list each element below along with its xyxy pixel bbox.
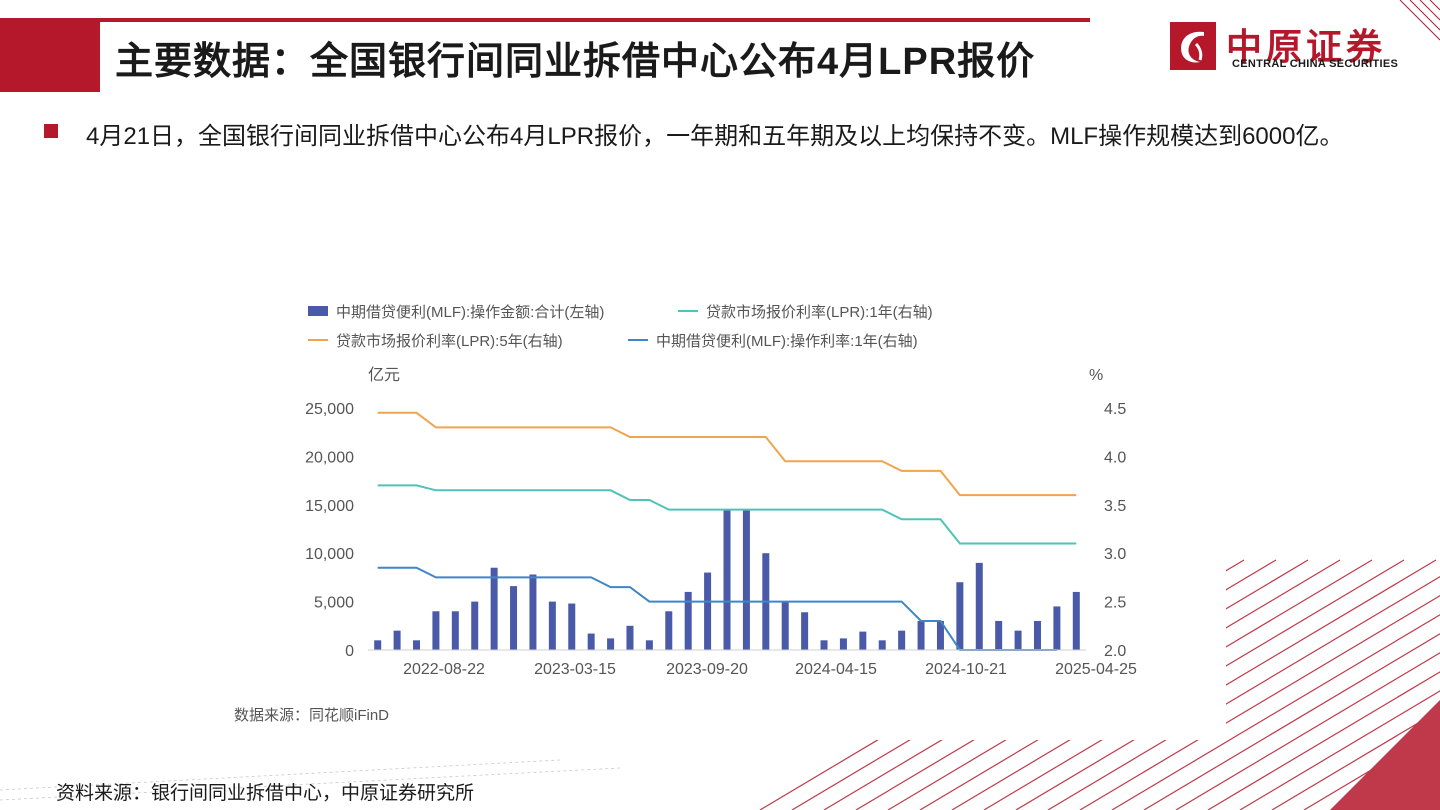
bar [704, 572, 712, 650]
bullet-text: 4月21日，全国银行间同业拆借中心公布4月LPR报价，一年期和五年期及以上均保持… [86, 123, 1344, 150]
rate-lines [377, 411, 1077, 651]
mlf-rate-line [377, 566, 1057, 651]
stripe-line [1207, 671, 1440, 810]
bar [859, 631, 867, 650]
left-tick-label: 15,000 [305, 498, 354, 515]
left-tick-label: 5,000 [314, 595, 354, 612]
bar [723, 509, 731, 650]
right-tick-label: 2.0 [1104, 643, 1126, 660]
bar [801, 612, 809, 650]
bar [684, 591, 692, 650]
logo-english-name: CENTRAL CHINA SECURITIES [1232, 58, 1399, 70]
logo-mark-icon [1170, 22, 1216, 70]
bar [548, 601, 556, 650]
bar [529, 574, 537, 650]
x-tick-label: 2022-08-22 [403, 661, 485, 678]
bar [645, 640, 653, 650]
right-tick-label: 4.0 [1104, 449, 1126, 466]
header-panel [100, 22, 1090, 92]
lpr-1y-line [377, 484, 1077, 545]
bar [626, 625, 634, 650]
bar [820, 640, 828, 650]
bar [917, 620, 925, 650]
right-axis-unit: % [1089, 367, 1103, 384]
stripe-line [1399, 785, 1440, 810]
logo-chinese-name: 中原证券 [1226, 26, 1387, 68]
bar [936, 620, 944, 650]
bar [742, 509, 750, 650]
left-tick-label: 25,000 [305, 401, 354, 418]
stripe-line [1271, 709, 1440, 810]
left-tick-label: 10,000 [305, 546, 354, 563]
corner-decoration [1399, 0, 1440, 41]
right-tick-label: 2.5 [1104, 595, 1126, 612]
right-tick-label: 3.0 [1104, 546, 1126, 563]
x-tick-label: 2024-04-15 [795, 661, 877, 678]
mlf-lpr-chart: 中期借贷便利(MLF):操作金额:合计(左轴) 贷款市场报价利率(LPR):1年(… [234, 304, 1137, 724]
bar [451, 611, 459, 650]
legend-label: 贷款市场报价利率(LPR):5年(右轴) [336, 333, 563, 350]
stripe-line [1335, 747, 1440, 810]
legend-swatch-bar [308, 306, 328, 316]
bar [1072, 591, 1080, 650]
company-logo: 中原证券 CENTRAL CHINA SECURITIES [1170, 20, 1410, 76]
bar [1014, 630, 1022, 650]
bar [587, 633, 595, 650]
x-tick-label: 2025-04-25 [1055, 661, 1137, 678]
bar [432, 611, 440, 650]
bar [490, 567, 498, 650]
corner-triangle [1330, 700, 1440, 810]
right-axis-ticks: 4.5 4.0 3.5 3.0 2.5 2.0 [1104, 401, 1126, 660]
bar [665, 611, 673, 650]
bar [781, 601, 789, 650]
bar [413, 640, 421, 650]
bar [393, 630, 401, 650]
x-tick-label: 2024-10-21 [925, 661, 1007, 678]
lpr-5y-line [377, 411, 1077, 497]
stripe-line [1303, 728, 1440, 810]
bar [839, 638, 847, 650]
left-tick-label: 0 [345, 643, 354, 660]
legend-label: 中期借贷便利(MLF):操作利率:1年(右轴) [656, 333, 918, 350]
left-tick-label: 20,000 [305, 449, 354, 466]
stripe-line [1431, 804, 1440, 810]
legend-label: 贷款市场报价利率(LPR):1年(右轴) [706, 304, 933, 321]
x-axis-ticks: 2022-08-22 2023-03-15 2023-09-20 2024-04-15… [403, 661, 1137, 678]
bar [568, 603, 576, 650]
right-tick-label: 3.5 [1104, 498, 1126, 515]
mlf-amount-bars [374, 509, 1080, 650]
footer-source: 资料来源：银行间同业拆借中心，中原证券研究所 [56, 783, 475, 804]
x-tick-label: 2023-09-20 [666, 661, 748, 678]
bar [1053, 606, 1061, 650]
chart-legend: 中期借贷便利(MLF):操作金额:合计(左轴) 贷款市场报价利率(LPR):1年(… [308, 304, 933, 350]
bar [878, 640, 886, 650]
chart-source-note: 数据来源：同花顺iFinD [234, 707, 389, 724]
left-axis-ticks: 25,000 20,000 15,000 10,000 5,000 0 [305, 401, 354, 660]
x-tick-label: 2023-03-15 [534, 661, 616, 678]
stripe-line [1239, 690, 1440, 810]
bar [898, 630, 906, 650]
bar [1033, 620, 1041, 650]
bullet-marker [44, 124, 58, 138]
left-axis-unit: 亿元 [368, 366, 400, 384]
legend-label: 中期借贷便利(MLF):操作金额:合计(左轴) [336, 304, 604, 321]
chart-panel: 中期借贷便利(MLF):操作金额:合计(左轴) 贷款市场报价利率(LPR):1年(… [226, 290, 1226, 740]
bar [607, 638, 615, 650]
bar [995, 620, 1003, 650]
stripe-line [1367, 766, 1440, 810]
page-title: 主要数据：全国银行间同业拆借中心公布4月LPR报价 [115, 41, 1036, 83]
bar [510, 586, 518, 650]
bar [374, 640, 382, 650]
right-tick-label: 4.5 [1104, 401, 1126, 418]
bar [956, 582, 964, 650]
bar [975, 562, 983, 650]
bar [471, 601, 479, 650]
